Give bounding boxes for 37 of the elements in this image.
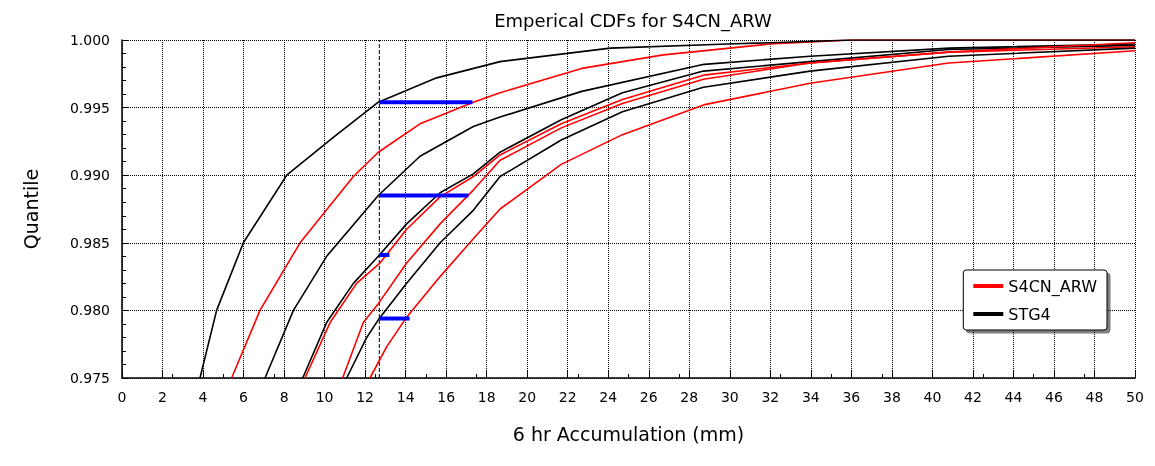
x-tick-label: 22 <box>558 389 577 405</box>
legend-label: S4CN_ARW <box>1008 276 1098 297</box>
y-tick-label: 0.995 <box>69 99 110 116</box>
y-tick-label: 1.000 <box>69 32 110 48</box>
x-tick-label: 24 <box>599 389 618 405</box>
x-tick-label: 36 <box>842 389 861 405</box>
x-tick-label: 42 <box>964 389 982 405</box>
x-tick-label: 34 <box>801 389 820 405</box>
chart-title: Emperical CDFs for S4CN_ARW <box>494 9 772 32</box>
x-tick-label: 28 <box>680 389 699 405</box>
x-tick-label: 20 <box>518 389 537 405</box>
legend-label: STG4 <box>1008 304 1051 324</box>
y-tick-label: 0.980 <box>69 302 110 319</box>
x-tick-label: 4 <box>198 389 208 405</box>
x-tick-label: 48 <box>1085 389 1104 405</box>
x-tick-label: 16 <box>437 389 456 405</box>
x-tick-label: 14 <box>396 389 415 405</box>
x-tick-label: 18 <box>477 389 496 405</box>
x-tick-label: 8 <box>279 389 289 405</box>
x-tick-label: 40 <box>923 389 942 405</box>
x-tick-label: 46 <box>1045 389 1063 405</box>
x-tick-label: 30 <box>720 389 739 405</box>
x-tick-label: 26 <box>639 389 658 405</box>
x-tick-label: 44 <box>1004 389 1023 405</box>
x-tick-label: 10 <box>315 389 334 405</box>
y-tick-label: 0.985 <box>69 234 110 251</box>
x-tick-label: 2 <box>158 389 167 405</box>
y-tick-label: 0.975 <box>69 370 110 386</box>
x-tick-label: 38 <box>882 389 901 405</box>
y-tick-label: 0.990 <box>69 167 110 184</box>
x-tick-label: 32 <box>761 389 780 405</box>
x-tick-label: 50 <box>1126 389 1144 405</box>
y-axis-title: Quantile <box>19 168 42 250</box>
x-axis-title: 6 hr Accumulation (mm) <box>512 422 745 445</box>
x-tick-label: 6 <box>239 389 249 405</box>
x-tick-label: 12 <box>356 389 375 405</box>
x-tick-label: 0 <box>117 389 127 405</box>
